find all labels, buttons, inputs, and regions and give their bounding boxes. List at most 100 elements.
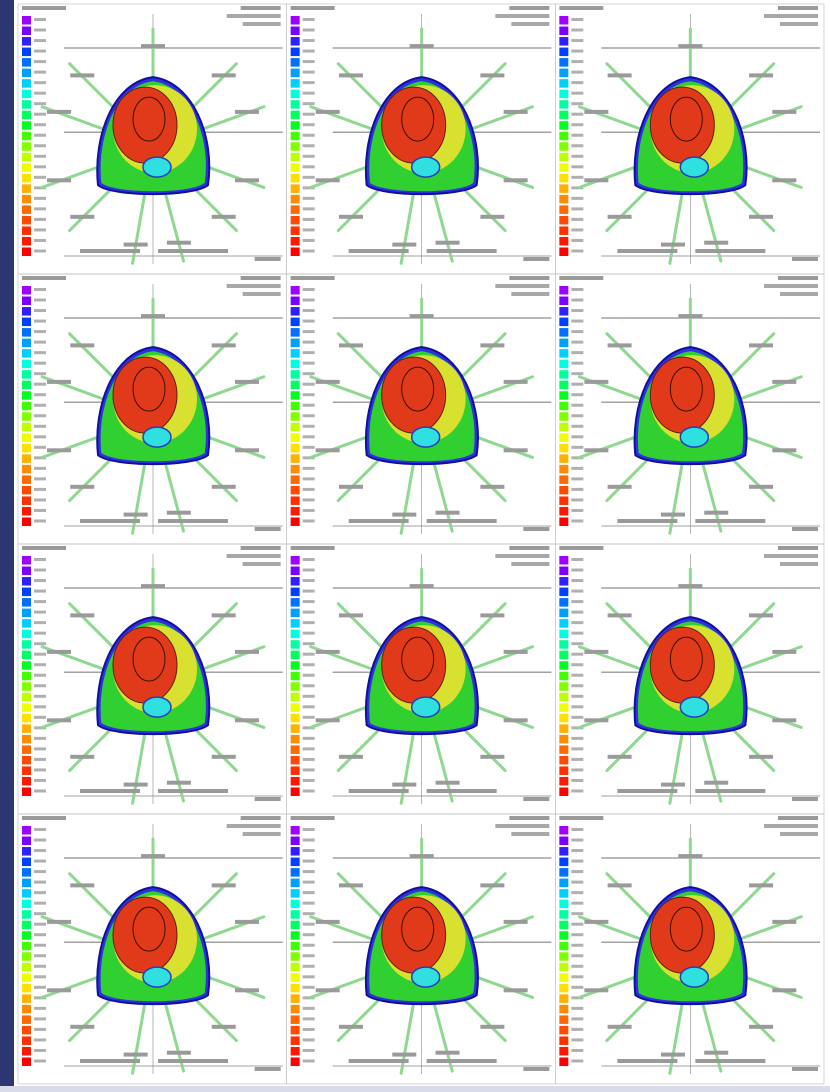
dose-swatch [559, 1036, 568, 1045]
dose-label [34, 569, 46, 572]
dose-swatch [22, 672, 31, 681]
dose-label [303, 509, 315, 512]
dose-swatch [22, 837, 31, 846]
dose-swatch [559, 496, 568, 505]
dose-swatch [559, 651, 568, 660]
dose-swatch [559, 402, 568, 411]
dose-label [571, 779, 583, 782]
dose-label [571, 828, 583, 831]
dose-swatch [559, 682, 568, 691]
dose-label [34, 123, 46, 126]
dose-label [303, 891, 315, 894]
beam-label [235, 110, 259, 114]
dose-swatch [559, 16, 568, 25]
dose-label [303, 288, 315, 291]
dose-swatch [22, 297, 31, 306]
beam-label [316, 718, 340, 722]
dose-panel [18, 814, 287, 1084]
footer-text [427, 519, 497, 523]
beam-label [678, 584, 702, 588]
dose-label [34, 446, 46, 449]
header-text [764, 554, 818, 558]
dose-label [571, 50, 583, 53]
dose-label [34, 695, 46, 698]
footer-text [792, 527, 818, 531]
dose-swatch [559, 58, 568, 67]
dose-label [34, 849, 46, 852]
dose-label [34, 50, 46, 53]
dose-label [34, 425, 46, 428]
beam-label [584, 650, 608, 654]
dose-label [34, 39, 46, 42]
dose-swatch [291, 465, 300, 474]
red-dose [382, 627, 446, 703]
dose-label [303, 1028, 315, 1031]
dose-label [34, 965, 46, 968]
dose-label [571, 60, 583, 63]
header-text [243, 22, 281, 26]
footer-text [80, 519, 140, 523]
dose-label [303, 239, 315, 242]
dose-label [571, 860, 583, 863]
dose-label [571, 393, 583, 396]
dose-swatch [291, 1005, 300, 1014]
dose-label [571, 320, 583, 323]
dose-label [34, 134, 46, 137]
dose-swatch [559, 714, 568, 723]
dose-swatch [22, 879, 31, 888]
dose-label [303, 674, 315, 677]
dose-label [34, 144, 46, 147]
dose-swatch [291, 328, 300, 337]
dose-swatch [22, 142, 31, 151]
dose-swatch [22, 496, 31, 505]
dose-label [303, 165, 315, 168]
footer-text [523, 797, 549, 801]
dose-swatch [291, 475, 300, 484]
beam-label [47, 718, 71, 722]
dose-label [571, 113, 583, 116]
dose-label [303, 341, 315, 344]
dose-label [303, 113, 315, 116]
red-dose [113, 627, 177, 703]
dose-label [34, 747, 46, 750]
dose-swatch [22, 1057, 31, 1066]
dose-swatch [291, 90, 300, 99]
dose-swatch [22, 921, 31, 930]
dose-label [34, 737, 46, 740]
dose-label [303, 207, 315, 210]
dose-swatch [22, 756, 31, 765]
dose-swatch [559, 994, 568, 1003]
beam-label [47, 178, 71, 182]
dose-label [34, 1028, 46, 1031]
dose-swatch [291, 142, 300, 151]
dose-label [34, 1038, 46, 1041]
dose-label [34, 113, 46, 116]
dose-label [571, 425, 583, 428]
dose-swatch [291, 507, 300, 516]
red-dose [113, 897, 177, 973]
dose-label [303, 632, 315, 635]
dose-swatch [291, 1026, 300, 1035]
dose-swatch [22, 735, 31, 744]
beam-label [480, 485, 504, 489]
dose-swatch [291, 640, 300, 649]
dose-swatch [559, 433, 568, 442]
dose-swatch [559, 247, 568, 256]
dose-swatch [22, 454, 31, 463]
dose-swatch [291, 556, 300, 565]
dose-swatch [559, 1005, 568, 1014]
dose-panels [14, 0, 830, 1086]
footer-text [427, 1059, 497, 1063]
dose-swatch [22, 391, 31, 400]
beam-label [504, 110, 528, 114]
beam-label [339, 215, 363, 219]
dose-label [571, 902, 583, 905]
footer-text [80, 1059, 140, 1063]
beam-label [392, 243, 416, 247]
dose-label [571, 621, 583, 624]
dose-panel [555, 274, 824, 544]
footer-text [523, 257, 549, 261]
dose-label [571, 695, 583, 698]
header-text [22, 816, 66, 820]
dose-swatch [22, 328, 31, 337]
